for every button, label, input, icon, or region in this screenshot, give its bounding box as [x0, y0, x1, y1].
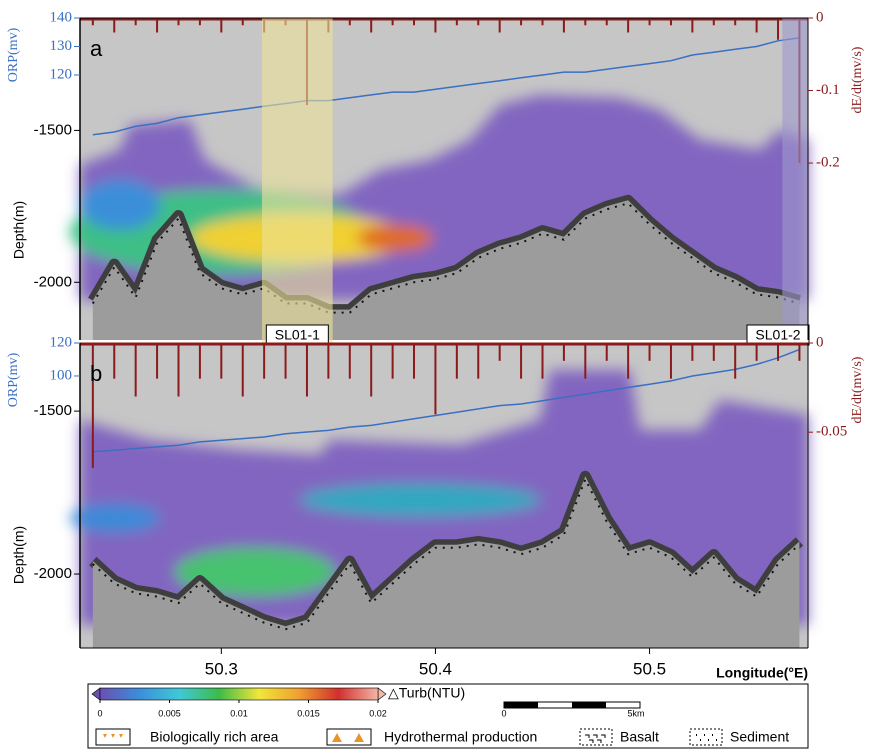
y-tick-label: -2000: [34, 273, 72, 290]
depth-axis-label: Depth(m): [11, 201, 27, 259]
basalt-ticks: [91, 202, 800, 314]
scale-bar-label: 5km: [627, 708, 644, 718]
x-tick-label: 50.3: [205, 659, 238, 678]
legend: △Turb(NTU) 0 5km Biologically rich area …: [87, 683, 809, 749]
panel-label: b: [90, 361, 102, 386]
y-tick-label: -0.2: [816, 154, 840, 170]
y-tick-label: 140: [50, 9, 73, 25]
x-tick-label: 50.4: [419, 659, 452, 678]
dedt-axis-label: dE/dt(mv/s): [850, 356, 865, 423]
y-tick-label: -1500: [34, 402, 72, 419]
y-tick-label: -1500: [34, 121, 72, 138]
dedt-axis-label: dE/dt(mv/s): [850, 46, 865, 113]
y-tick-label: -0.05: [816, 424, 847, 440]
colorbar: [99, 687, 379, 701]
y-tick-label: 0: [816, 9, 824, 25]
seafloor: [92, 476, 800, 648]
x-tick-label: 50.5: [633, 659, 666, 678]
x-axis-label: Longitude(°E): [716, 665, 808, 681]
colorbar-label: △Turb(NTU): [388, 685, 465, 701]
panel-b-data: -1500 -2000 100 120 0 -0.05 50.3 50.4 50.5 Longit…: [6, 334, 865, 680]
panel-label: a: [90, 36, 103, 61]
y-tick-label: 120: [50, 334, 73, 350]
legend-text: Hydrothermal production: [384, 729, 537, 745]
site-label: SL01-1: [275, 327, 320, 343]
colorbar-tick-label: 0.005: [158, 708, 181, 718]
orp-line: [92, 348, 800, 453]
legend-text: Sediment: [730, 729, 789, 745]
orp-line: [92, 37, 800, 136]
y-tick-label: -2000: [34, 565, 72, 582]
y-tick-label: 100: [50, 367, 73, 383]
colorbar-tick-label: 0.02: [369, 708, 387, 718]
site-highlight: [262, 18, 333, 344]
orp-axis-label: ORP(mv): [6, 27, 21, 82]
legend-text: Biologically rich area: [150, 729, 279, 745]
y-tick-label: 130: [50, 38, 73, 54]
y-tick-label: 0: [816, 334, 824, 350]
colorbar-tick-label: 0: [97, 708, 102, 718]
y-tick-label: 120: [50, 66, 73, 82]
orp-axis-label: ORP(mv): [6, 352, 21, 407]
panel-a-data: SL01-1 SL01-2 -1500 -2000 120 130 140 0 -0.1 -0.2…: [6, 9, 865, 346]
depth-axis-label: Depth(m): [11, 526, 27, 584]
site-label: SL01-2: [755, 327, 800, 343]
site-highlight: [782, 18, 808, 344]
scale-bar-label: 0: [501, 708, 506, 718]
colorbar-tick-label: 0.01: [230, 708, 248, 718]
y-tick-label: -0.1: [816, 82, 840, 98]
colorbar-tick-label: 0.015: [297, 708, 320, 718]
legend-text: Basalt: [620, 729, 659, 745]
